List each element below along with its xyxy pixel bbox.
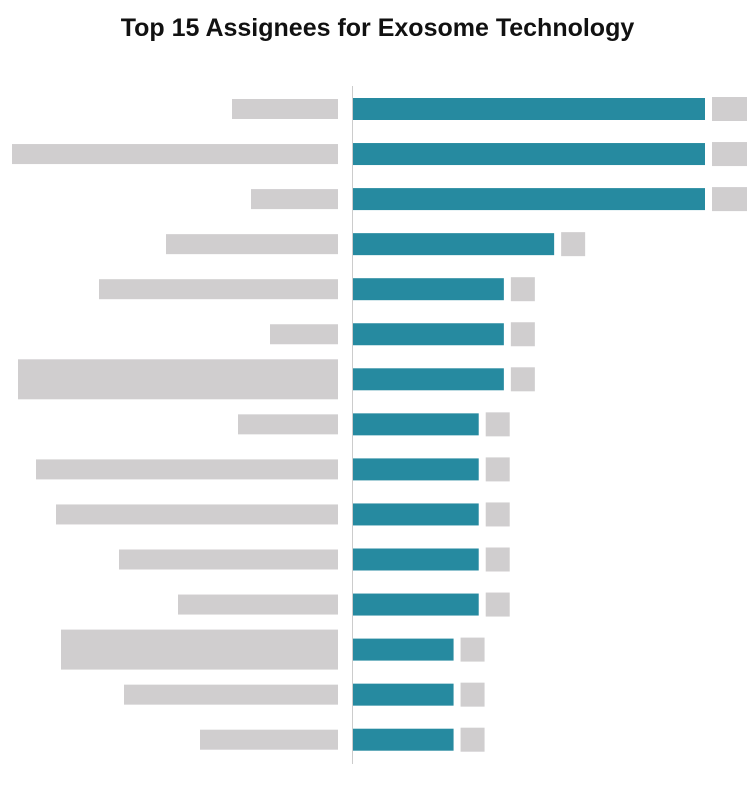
redacted-value-label bbox=[460, 682, 485, 707]
redacted-value-label bbox=[460, 637, 485, 662]
bar bbox=[353, 593, 479, 616]
redacted-category-label bbox=[232, 99, 338, 119]
redacted-category-label bbox=[251, 189, 338, 210]
redacted-category-label bbox=[238, 414, 338, 435]
bar bbox=[353, 548, 479, 571]
bar bbox=[353, 368, 504, 391]
redacted-value-label bbox=[712, 187, 747, 212]
redacted-category-label bbox=[56, 504, 338, 525]
redacted-value-label bbox=[510, 277, 535, 302]
redacted-category-label bbox=[119, 549, 338, 570]
redacted-value-label bbox=[460, 727, 485, 752]
redacted-category-label bbox=[166, 234, 338, 255]
bar bbox=[353, 728, 454, 751]
bar bbox=[353, 458, 479, 481]
redacted-value-label bbox=[485, 502, 510, 527]
redacted-category-label bbox=[61, 629, 338, 670]
bar bbox=[353, 98, 705, 120]
redacted-category-label bbox=[12, 144, 338, 165]
redacted-category-label bbox=[124, 684, 338, 705]
bar bbox=[353, 638, 454, 661]
redacted-category-label bbox=[270, 324, 338, 345]
bar bbox=[353, 503, 479, 526]
redacted-category-label bbox=[18, 359, 338, 400]
redacted-value-label bbox=[485, 457, 510, 482]
redacted-value-label bbox=[485, 592, 510, 617]
bar bbox=[353, 143, 705, 166]
chart-title: Top 15 Assignees for Exosome Technology bbox=[120, 14, 635, 42]
redacted-value-label bbox=[510, 367, 535, 392]
redacted-category-label bbox=[178, 594, 338, 615]
redacted-value-label bbox=[712, 142, 747, 167]
bar bbox=[353, 278, 504, 301]
redacted-category-label bbox=[200, 729, 338, 750]
redacted-value-label bbox=[485, 412, 510, 437]
redacted-value-label bbox=[485, 547, 510, 572]
redacted-value-label bbox=[712, 97, 747, 121]
bar bbox=[353, 413, 479, 436]
bar bbox=[353, 683, 454, 706]
redacted-value-label bbox=[561, 232, 586, 257]
bar bbox=[353, 323, 504, 346]
redacted-category-label bbox=[99, 279, 338, 300]
redacted-category-label bbox=[36, 459, 338, 480]
redacted-value-label bbox=[510, 322, 535, 347]
bar bbox=[353, 188, 705, 211]
bar bbox=[353, 233, 555, 256]
